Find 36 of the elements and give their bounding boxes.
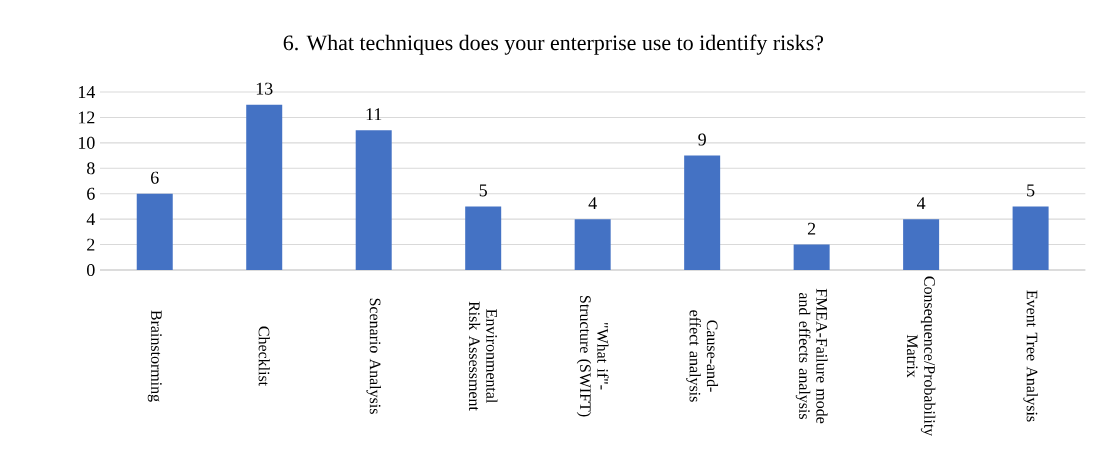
y-tick-label: 8	[87, 162, 95, 175]
x-tick-label: "What if"-Structure (SWIFT)	[576, 296, 609, 417]
bar	[574, 219, 611, 270]
y-tick-label: 0	[87, 263, 95, 277]
x-tick-label: FMEA-Failure mode and effects analysis	[795, 288, 828, 424]
y-tick-label: 14	[78, 86, 96, 98]
bar	[903, 219, 940, 270]
y-tick-label: 2	[87, 238, 95, 251]
data-label: 5	[1027, 184, 1035, 197]
x-tick-label: Cause-and-effect analysis	[686, 310, 719, 402]
data-label: 2	[807, 222, 816, 235]
bar	[246, 104, 283, 270]
data-label: 6	[151, 171, 159, 184]
x-tick-label: Event Tree Analysis	[1023, 290, 1038, 422]
bar	[355, 130, 392, 270]
chart-title: 6. What techniques does your enterprise use to identify risks?	[283, 34, 824, 55]
bar	[684, 155, 721, 270]
data-label: 11	[366, 108, 382, 121]
x-tick-label: Checklist	[258, 326, 270, 387]
data-label: 5	[479, 184, 487, 197]
x-tick-label: Scenario Analysis	[366, 298, 381, 414]
bar	[1012, 206, 1049, 270]
data-label: 4	[916, 197, 926, 210]
y-tick-label: 6	[87, 187, 95, 200]
bar	[465, 206, 502, 270]
bar	[136, 193, 173, 270]
data-label: 13	[256, 82, 273, 95]
y-tick-label: 4	[86, 213, 96, 226]
x-tick-label: Brainstorming	[147, 310, 162, 402]
data-label: 4	[588, 197, 597, 210]
bar	[793, 244, 830, 270]
y-tick-label: 10	[78, 136, 95, 149]
data-label: 9	[698, 133, 706, 146]
x-tick-label: Environmental Risk Assessment	[468, 301, 498, 411]
y-tick-label: 12	[78, 111, 95, 124]
x-tick-label: Consequence/Probability Matrix	[906, 276, 936, 437]
